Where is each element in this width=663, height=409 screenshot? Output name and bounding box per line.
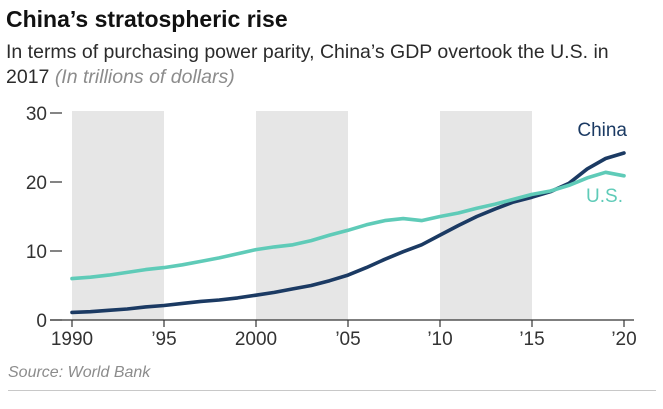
y-tick-label-0: 0 (36, 311, 47, 332)
x-tick-label-2020: ’20 (611, 329, 636, 350)
series-label-china: China (577, 120, 627, 141)
x-tick-label-1990: 1990 (51, 329, 93, 350)
subtitle-text: In terms of purchasing power parity, Chi… (6, 41, 609, 88)
footer-divider (8, 390, 656, 391)
x-tick-label-2010: ’10 (427, 329, 452, 350)
y-tick-label-20: 20 (26, 173, 47, 194)
series-line-china (70, 151, 626, 315)
x-tick-label-2000: 2000 (235, 329, 277, 350)
series-label-u-s: U.S. (586, 186, 623, 207)
series-line-u-s (70, 170, 626, 281)
units-note: (In trillions of dollars) (54, 66, 235, 88)
chart-subtitle: In terms of purchasing power parity, Chi… (6, 40, 646, 90)
y-tick-label-10: 10 (26, 242, 47, 263)
shaded-band-1 (72, 111, 164, 320)
x-tick-label-2015: ’15 (519, 329, 544, 350)
shaded-band-2 (256, 111, 348, 320)
x-tick-label-1995: ’95 (151, 329, 176, 350)
shaded-band-3 (440, 111, 532, 320)
x-tick-label-2005: ’05 (335, 329, 360, 350)
source-note: Source: World Bank (8, 364, 151, 381)
y-tick-label-30: 30 (26, 104, 47, 125)
chart-title: China’s stratospheric rise (6, 6, 288, 32)
